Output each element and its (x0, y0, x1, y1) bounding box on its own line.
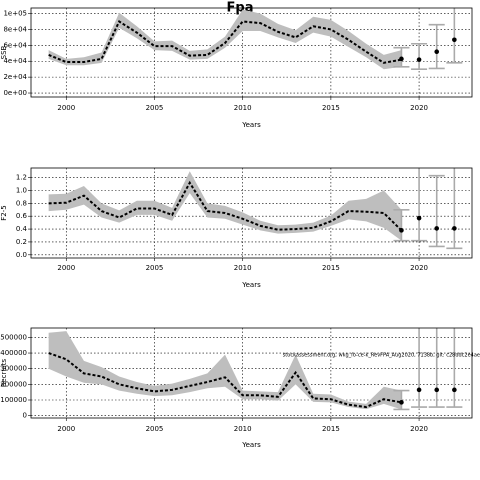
plot-frame (30, 7, 473, 98)
plot-area (31, 8, 472, 97)
x-axis-label: Years (241, 121, 261, 129)
y-tick-label: 200000 (0, 380, 27, 388)
x-tick-label: 2020 (410, 425, 428, 433)
forecast-point (399, 228, 404, 233)
plot-frame (30, 167, 473, 259)
y-tick-label: 400000 (0, 349, 27, 357)
x-tick-label: 2015 (322, 264, 340, 272)
y-tick-label: 1.2 (16, 174, 27, 182)
x-tick-label: 2020 (410, 104, 428, 112)
y-tick-label: 0.4 (16, 225, 28, 233)
plot-frame (30, 327, 473, 419)
y-axis-label: Recruits (0, 358, 8, 387)
x-tick-label: 2015 (322, 104, 340, 112)
y-axis-label: F2-5 (0, 205, 8, 220)
y-tick-label: 300000 (0, 365, 27, 373)
forecast-point (416, 215, 422, 221)
x-tick-label: 2005 (146, 104, 164, 112)
y-tick-label: 100000 (0, 396, 27, 404)
estimate-line (48, 352, 402, 409)
y-tick-label: 0e+00 (3, 89, 27, 97)
forecast-point (452, 226, 457, 231)
plot-area (31, 168, 472, 258)
plot-area (31, 328, 472, 418)
y-tick-label: 8e+04 (3, 25, 27, 33)
y-tick-label: 0.6 (16, 212, 28, 220)
x-tick-label: 2005 (146, 264, 164, 272)
x-tick-label: 2010 (234, 425, 252, 433)
forecast-point (416, 387, 422, 393)
y-tick-label: 1.0 (16, 187, 27, 195)
forecast-point (434, 49, 440, 55)
forecast-point (434, 226, 440, 231)
estimate-line (48, 180, 403, 232)
x-tick-label: 2000 (57, 104, 75, 112)
x-tick-label: 2010 (234, 264, 252, 272)
forecast-point (452, 37, 457, 43)
forecast-point (452, 387, 457, 393)
x-tick-label: 2000 (57, 425, 75, 433)
annotation: stockassessment.org, wkg_fo-ce-k_RevFPA_… (283, 353, 480, 359)
x-tick-label: 2005 (146, 425, 164, 433)
y-tick-label: 6e+04 (3, 41, 27, 49)
x-axis-label: Years (241, 441, 261, 449)
forecast-point (399, 400, 404, 405)
y-tick-label: 500000 (0, 333, 27, 341)
x-tick-label: 2000 (57, 264, 75, 272)
forecast-point (434, 387, 440, 393)
y-tick-label: 0 (23, 412, 27, 420)
x-axis-label: Years (241, 281, 261, 289)
y-tick-label: 1e+05 (3, 10, 27, 18)
y-axis-label: SSB (0, 45, 8, 59)
y-tick-label: 0.0 (16, 251, 27, 259)
x-tick-label: 2020 (410, 264, 428, 272)
confidence-band (48, 331, 402, 410)
y-tick-label: 4e+04 (3, 57, 27, 65)
forecast-point (416, 57, 422, 62)
forecast-point (399, 56, 404, 62)
y-tick-label: 0.2 (16, 238, 27, 246)
y-tick-label: 0.8 (16, 199, 27, 207)
confidence-band (48, 171, 402, 241)
x-tick-label: 2015 (322, 425, 340, 433)
estimate-line (48, 20, 402, 64)
y-tick-label: 2e+04 (3, 73, 27, 81)
x-tick-label: 2010 (234, 104, 252, 112)
confidence-band (48, 9, 402, 70)
